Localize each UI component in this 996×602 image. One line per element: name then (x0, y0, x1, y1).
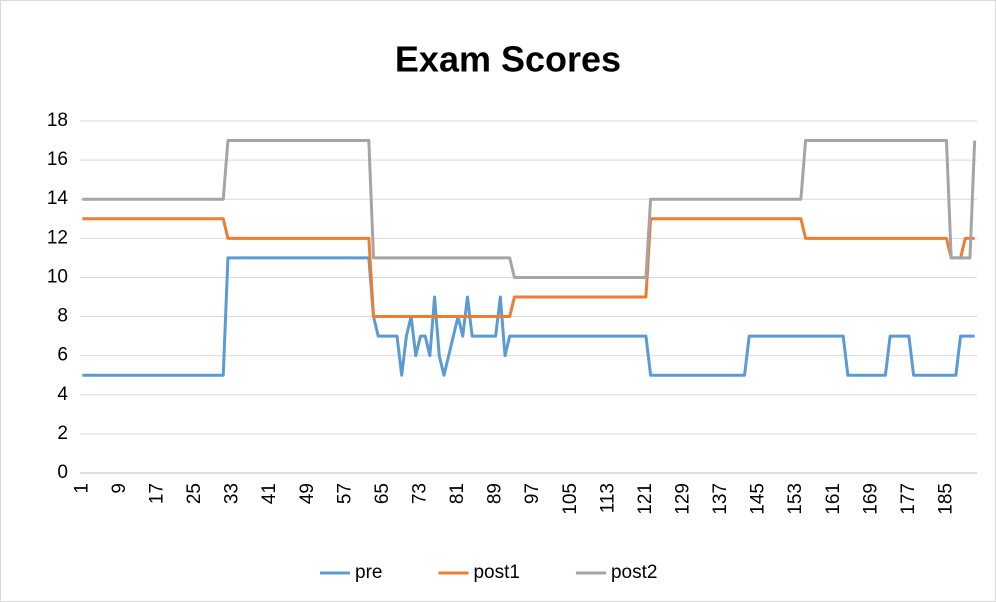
x-tick-label: 65 (372, 483, 393, 504)
x-tick-label: 185 (935, 483, 956, 515)
legend-label: pre (355, 562, 382, 583)
y-tick-label: 14 (47, 188, 69, 209)
series-line (82, 139, 977, 279)
x-tick-label: 137 (710, 483, 731, 515)
y-tick-label: 16 (47, 149, 68, 170)
x-tick-label: 105 (560, 483, 581, 515)
x-tick-label: 169 (860, 483, 881, 515)
y-tick-label: 18 (47, 110, 68, 131)
x-tick-label: 49 (297, 483, 318, 504)
series-line (82, 256, 975, 377)
x-tick-label: 41 (259, 483, 280, 504)
x-tick-label: 9 (109, 483, 130, 494)
x-tick-label: 17 (147, 483, 168, 504)
x-tick-label: 161 (823, 483, 844, 515)
y-tick-label: 12 (47, 227, 68, 248)
x-tick-label: 73 (409, 483, 430, 504)
x-tick-label: 113 (597, 483, 618, 513)
x-tick-label: 145 (748, 483, 769, 515)
x-tick-label: 33 (222, 483, 243, 504)
y-tick-label: 6 (57, 345, 68, 366)
legend-label: post1 (473, 562, 519, 583)
chart-title: Exam Scores (395, 39, 621, 80)
y-tick-label: 0 (57, 462, 68, 483)
y-tick-label: 10 (47, 266, 68, 287)
series-line (82, 217, 975, 319)
x-tick-label: 81 (447, 483, 468, 504)
y-tick-label: 2 (57, 423, 68, 444)
x-tick-label: 153 (785, 483, 806, 515)
legend-label: post2 (611, 562, 657, 583)
x-tick-label: 97 (522, 483, 543, 504)
x-tick-label: 1 (71, 483, 92, 494)
x-tick-label: 25 (184, 483, 205, 504)
y-tick-label: 4 (57, 384, 68, 405)
x-tick-label: 57 (334, 483, 355, 504)
y-tick-label: 8 (57, 306, 68, 327)
x-tick-label: 89 (485, 483, 506, 504)
x-tick-label: 121 (635, 483, 656, 515)
x-tick-label: 129 (672, 483, 693, 515)
x-tick-label: 177 (898, 483, 919, 515)
